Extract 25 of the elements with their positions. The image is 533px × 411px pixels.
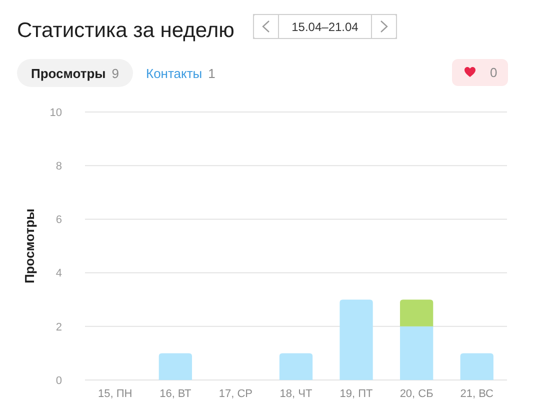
x-tick-label: 15, ПН [98, 388, 132, 400]
y-tick-label: 8 [56, 160, 62, 172]
text: Контакты 1 [146, 66, 216, 81]
y-tick-label: 2 [56, 321, 62, 334]
y-axis-title: Просмотры [22, 208, 37, 284]
x-tick-label: 21, ВС [460, 388, 494, 400]
x-tick-label: 20, СБ [400, 388, 434, 400]
bar [158, 353, 192, 380]
x-tick-label: 19, ПТ [340, 388, 374, 400]
chart-title: Статистика за неделю [17, 19, 234, 42]
text: 0 [490, 65, 498, 80]
bar [279, 353, 313, 380]
x-tick-label: 17, СР [218, 388, 253, 400]
y-tick-label: 0 [56, 374, 62, 387]
bar [340, 300, 373, 380]
y-tick-label: 6 [56, 214, 62, 226]
chart-subtitle: 15.04–21.04 [292, 20, 359, 34]
bar [460, 353, 494, 380]
x-tick-label: 16, ВТ [160, 388, 192, 400]
x-tick-label: 18, ЧТ [280, 388, 312, 400]
bar [400, 326, 434, 380]
y-tick-label: 10 [50, 106, 62, 119]
text: Просмотры 9 [31, 66, 119, 81]
bar [400, 300, 434, 326]
y-tick-label: 4 [56, 268, 62, 280]
